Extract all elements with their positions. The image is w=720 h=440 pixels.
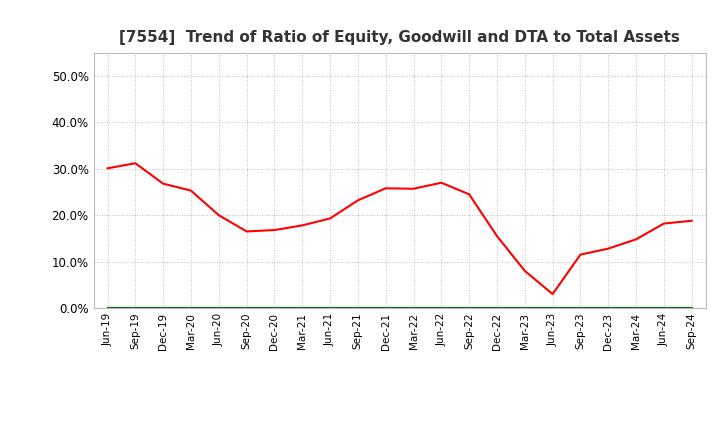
Legend: Equity, Goodwill, Deferred Tax Assets: Equity, Goodwill, Deferred Tax Assets <box>215 437 585 440</box>
Goodwill <box>521 305 529 311</box>
Goodwill <box>576 305 585 311</box>
Goodwill <box>215 305 223 311</box>
Equity <box>382 186 390 191</box>
Equity <box>660 221 668 226</box>
Equity <box>325 216 334 221</box>
Goodwill <box>660 305 668 311</box>
Equity <box>688 218 696 224</box>
Deferred Tax Assets <box>382 305 390 311</box>
Deferred Tax Assets <box>242 305 251 311</box>
Equity <box>576 252 585 257</box>
Equity <box>159 181 168 186</box>
Equity <box>186 188 195 193</box>
Deferred Tax Assets <box>437 305 446 311</box>
Goodwill <box>131 305 140 311</box>
Equity <box>409 186 418 191</box>
Deferred Tax Assets <box>325 305 334 311</box>
Deferred Tax Assets <box>270 305 279 311</box>
Deferred Tax Assets <box>298 305 307 311</box>
Deferred Tax Assets <box>549 305 557 311</box>
Deferred Tax Assets <box>660 305 668 311</box>
Line: Equity: Equity <box>107 163 692 294</box>
Goodwill <box>631 305 640 311</box>
Equity <box>103 166 112 171</box>
Goodwill <box>688 305 696 311</box>
Equity <box>437 180 446 185</box>
Equity <box>549 291 557 297</box>
Deferred Tax Assets <box>604 305 613 311</box>
Equity <box>631 237 640 242</box>
Deferred Tax Assets <box>465 305 474 311</box>
Deferred Tax Assets <box>576 305 585 311</box>
Goodwill <box>298 305 307 311</box>
Equity <box>354 198 362 203</box>
Equity <box>298 223 307 228</box>
Deferred Tax Assets <box>215 305 223 311</box>
Deferred Tax Assets <box>186 305 195 311</box>
Deferred Tax Assets <box>492 305 501 311</box>
Goodwill <box>549 305 557 311</box>
Goodwill <box>159 305 168 311</box>
Goodwill <box>492 305 501 311</box>
Equity <box>492 234 501 239</box>
Deferred Tax Assets <box>103 305 112 311</box>
Goodwill <box>604 305 613 311</box>
Goodwill <box>270 305 279 311</box>
Equity <box>604 246 613 251</box>
Goodwill <box>242 305 251 311</box>
Goodwill <box>186 305 195 311</box>
Equity <box>242 229 251 234</box>
Goodwill <box>103 305 112 311</box>
Deferred Tax Assets <box>131 305 140 311</box>
Equity <box>521 268 529 274</box>
Deferred Tax Assets <box>631 305 640 311</box>
Deferred Tax Assets <box>688 305 696 311</box>
Equity <box>465 192 474 197</box>
Goodwill <box>382 305 390 311</box>
Deferred Tax Assets <box>409 305 418 311</box>
Deferred Tax Assets <box>354 305 362 311</box>
Title: [7554]  Trend of Ratio of Equity, Goodwill and DTA to Total Assets: [7554] Trend of Ratio of Equity, Goodwil… <box>120 29 680 45</box>
Goodwill <box>409 305 418 311</box>
Deferred Tax Assets <box>521 305 529 311</box>
Goodwill <box>354 305 362 311</box>
Equity <box>215 213 223 218</box>
Goodwill <box>465 305 474 311</box>
Deferred Tax Assets <box>159 305 168 311</box>
Equity <box>131 161 140 166</box>
Equity <box>270 227 279 233</box>
Goodwill <box>437 305 446 311</box>
Goodwill <box>325 305 334 311</box>
